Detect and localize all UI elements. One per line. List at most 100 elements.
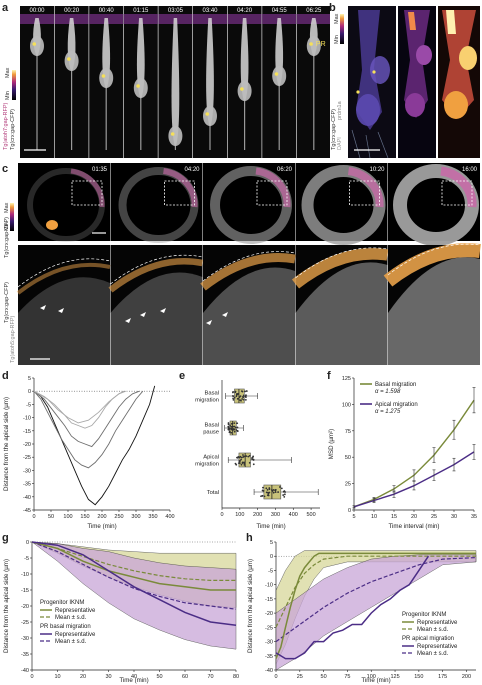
y-tick-label: -5	[268, 568, 273, 574]
timestamp-a: 04:55	[272, 8, 288, 14]
cell-soma	[30, 36, 44, 56]
data-point	[232, 428, 235, 430]
data-point	[261, 495, 264, 497]
timestamp-c: 01:35	[92, 167, 108, 173]
y-tick-label: -15	[21, 588, 29, 594]
data-point	[242, 396, 245, 399]
y-tick-label: -45	[23, 508, 31, 514]
arrowhead	[40, 305, 46, 310]
x-tick-label: 100	[367, 674, 376, 680]
legend-rep-2: Representative	[417, 644, 458, 650]
y-tick-label: -20	[265, 611, 273, 617]
data-point	[268, 488, 271, 491]
x-tick-label: 0	[32, 514, 35, 520]
x-tick-label: 100	[63, 514, 72, 520]
cell-soma	[168, 126, 183, 146]
data-point	[243, 455, 246, 458]
data-point	[271, 490, 274, 493]
photoreceptor-layer	[16, 262, 111, 295]
data-point	[267, 494, 270, 497]
data-point	[247, 455, 250, 458]
chart-f: 5 10 15 20 25 30 35 0 25 50 75 100 125 Basal migratio…	[328, 376, 477, 530]
mean-line-2	[275, 557, 477, 643]
y-tick-label: 50	[345, 455, 351, 461]
y-tick-label: -25	[23, 455, 31, 461]
cell-soma	[133, 78, 148, 98]
data-point	[234, 426, 237, 429]
data-point	[274, 488, 277, 491]
y-tick-label: -40	[23, 495, 31, 501]
dashed-box	[349, 180, 380, 206]
legend-group-1: Progenitor IKNM	[402, 612, 446, 618]
data-point	[235, 463, 238, 466]
x-tick-label: 150	[80, 514, 89, 520]
side-label-a1: Tg(atoh7:gap-RFP)	[3, 102, 9, 150]
data-point	[277, 491, 280, 493]
data-point	[252, 455, 255, 458]
legend-group-2: PR basal migration	[40, 624, 91, 630]
y-tick-label: 0	[270, 554, 273, 560]
panel-label-f: f	[327, 370, 331, 382]
lut-bar-c	[10, 203, 14, 231]
series-line-5	[33, 390, 126, 424]
data-point	[228, 431, 231, 434]
x-tick-label: 25	[431, 514, 437, 520]
pr-label: PR	[316, 41, 326, 48]
category-label: migration	[195, 462, 219, 468]
cell-soma	[237, 81, 252, 101]
cell-soma	[64, 51, 79, 71]
panel-label-a: a	[2, 2, 9, 14]
y-tick-label: 5	[270, 540, 273, 546]
panel-c-image: Min Max Tg(crx:gap-CFP) Tg(crx:gap-CFP) …	[4, 163, 481, 365]
photoreceptor-layer	[291, 248, 389, 289]
eye-lens	[46, 186, 86, 224]
y-tick-label: 0	[28, 389, 31, 395]
cell-marker	[274, 72, 279, 76]
panel-a-image: Min Max Tg(atoh7:gap-RFP) Tg(crx:gap-CFP…	[3, 6, 330, 158]
data-point	[233, 422, 236, 425]
category-label: Total	[207, 490, 219, 496]
x-tick-label: 80	[233, 674, 239, 680]
y-tick-label: -30	[23, 468, 31, 474]
lut-bar-a	[12, 70, 16, 100]
data-point	[227, 422, 230, 424]
x-tick-label: 60	[182, 674, 188, 680]
y-tick-label: -25	[21, 620, 29, 626]
y-tick-label: -35	[23, 482, 31, 488]
data-point	[248, 461, 251, 464]
representative-line-1	[275, 552, 476, 659]
cell-body	[206, 18, 214, 128]
legend-mean-2: Mean ± s.d.	[417, 651, 449, 657]
data-point	[252, 458, 255, 461]
data-point	[242, 398, 245, 401]
data-point	[235, 429, 238, 431]
side-label-b3: prdm1a	[337, 100, 343, 120]
data-point	[243, 463, 246, 466]
data-point	[230, 422, 233, 425]
x-tick-label: 400	[289, 512, 298, 518]
cell-marker	[309, 42, 313, 46]
panel-label-c: c	[2, 163, 9, 175]
legend-mean-1: Mean ± s.d.	[417, 627, 449, 633]
x-tick-label: 500	[306, 512, 315, 518]
y-tick-label: 125	[342, 376, 351, 382]
y-tick-label: -20	[21, 604, 29, 610]
x-tick-label: 35	[471, 514, 477, 520]
legend-rep-1: Representative	[55, 608, 96, 614]
photoreceptor-layer	[108, 257, 204, 293]
data-point	[234, 391, 237, 394]
legend-mean-2: Mean ± s.d.	[55, 639, 87, 645]
box	[238, 452, 251, 468]
data-point	[268, 491, 271, 494]
data-point	[263, 495, 266, 498]
data-point	[240, 458, 242, 461]
data-point	[239, 395, 242, 398]
x-tick-label: 10	[54, 674, 60, 680]
data-point	[274, 491, 277, 493]
data-point	[242, 394, 245, 397]
data-point	[272, 491, 275, 494]
legend-mean-1: Mean ± s.d.	[55, 615, 87, 621]
x-tick-label: 50	[321, 674, 327, 680]
x-tick-label: 150	[414, 674, 423, 680]
y-tick-label: -35	[21, 652, 29, 658]
